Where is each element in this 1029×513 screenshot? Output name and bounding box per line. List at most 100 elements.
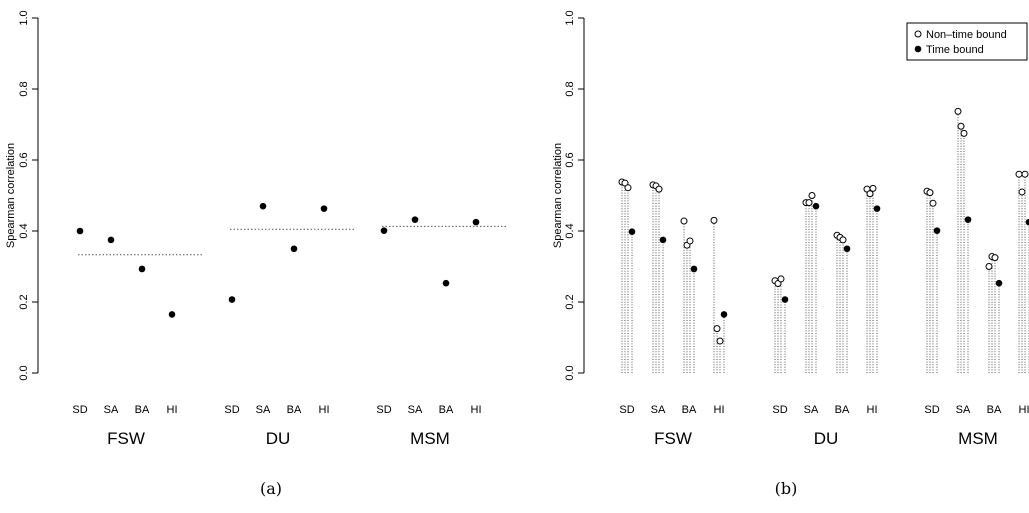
panel-a-y-tick-label: 0.6: [18, 152, 30, 167]
panel-a-point: [473, 219, 480, 226]
panel-a-group-label: FSW: [107, 429, 145, 448]
panel-b-point-time-bound: [660, 237, 667, 244]
panel-b-point-non-time-bound: [809, 193, 815, 199]
panel-b-point-non-time-bound: [1022, 171, 1028, 177]
panel-a-point: [412, 216, 419, 223]
panel-a-subgroup-label: BA: [135, 404, 150, 416]
panel-a-point: [321, 205, 328, 212]
panel-b-subgroup-label: BA: [682, 404, 697, 416]
panel-b-group-label: MSM: [958, 429, 998, 448]
panel-b-point-non-time-bound: [687, 238, 693, 244]
panel-b-point-time-bound: [691, 266, 698, 273]
panel-b-point-non-time-bound: [1019, 189, 1025, 195]
panel-b-y-axis-label: Spearman correlation: [552, 143, 564, 248]
panel-b-point-time-bound: [965, 216, 972, 223]
panel-b-point-time-bound: [629, 228, 636, 235]
panel-a-point: [108, 237, 115, 244]
panel-b-point-time-bound: [934, 227, 941, 234]
panel-b-y-tick-label: 0.8: [564, 81, 576, 96]
panel-a-subgroup-label: SA: [104, 404, 119, 416]
panel-b-point-non-time-bound: [930, 200, 936, 206]
panel-a-y-tick-label: 0.0: [18, 365, 30, 380]
panel-b-point-time-bound: [721, 311, 728, 318]
panel-a-y-tick-label: 1.0: [18, 10, 30, 25]
panel-a-y-tick-label: 0.2: [18, 294, 30, 309]
panel-b-subgroup-label: SD: [924, 404, 939, 416]
panel-b-y-tick-label: 0.0: [564, 365, 576, 380]
panel-b-subgroup-label: HI: [1019, 404, 1029, 416]
panel-b-subgroup-label: SD: [619, 404, 634, 416]
panel-a-subgroup-label: HI: [167, 404, 178, 416]
caption-b: (b): [775, 479, 798, 498]
panel-a-point: [443, 280, 450, 287]
legend-label-time-bound: Time bound: [926, 44, 984, 56]
panel-b-legend: Non–time bound Time bound: [907, 23, 1027, 60]
panel-b-group-label: DU: [814, 429, 839, 448]
panel-b-point-non-time-bound: [656, 186, 662, 192]
panel-a-subgroup-label: SD: [72, 404, 87, 416]
panel-a-subgroup-label: SA: [408, 404, 423, 416]
legend-marker-time-bound: [915, 46, 922, 53]
panel-a-point: [260, 203, 267, 210]
panel-b-subgroup-label: BA: [987, 404, 1002, 416]
panel-a-y-tick-label: 0.4: [18, 223, 30, 238]
panel-a-subgroup-label: BA: [439, 404, 454, 416]
legend-label-non-time-bound: Non–time bound: [926, 29, 1007, 41]
panel-a-point: [291, 245, 298, 252]
panel-b-point-non-time-bound: [625, 185, 631, 191]
panel-b-subgroup-label: HI: [714, 404, 725, 416]
panel-b: 0.0 0.2 0.4 0.6 0.8 1.0 Spearman correlation SD…: [552, 10, 1029, 448]
panel-a-point: [169, 311, 176, 318]
panel-b-subgroup-label: SA: [651, 404, 666, 416]
panel-a-group-label: MSM: [410, 429, 450, 448]
panel-b-point-time-bound: [844, 245, 851, 252]
panel-b-subgroup-label: SA: [804, 404, 819, 416]
panel-b-subgroup-label: SD: [772, 404, 787, 416]
panel-b-point-non-time-bound: [986, 264, 992, 270]
panel-b-point-non-time-bound: [840, 237, 846, 243]
panel-b-point-non-time-bound: [711, 217, 717, 223]
panel-a-subgroup-label: BA: [287, 404, 302, 416]
panel-a-point: [229, 296, 236, 303]
panel-b-y-tick-label: 0.6: [564, 152, 576, 167]
panel-a-subgroup-label: HI: [319, 404, 330, 416]
panel-b-point-non-time-bound: [717, 338, 723, 344]
panel-b-point-non-time-bound: [1016, 171, 1022, 177]
panel-a-y-tick-label: 0.8: [18, 81, 30, 96]
panel-a-subgroup-label: SD: [224, 404, 239, 416]
legend-marker-non-time-bound: [915, 31, 921, 37]
panel-a-y-axis-label: Spearman correlation: [5, 143, 17, 248]
panel-b-y-tick-label: 0.4: [564, 223, 576, 238]
panel-b-point-time-bound: [813, 203, 820, 210]
panel-b-y-tick-label: 0.2: [564, 294, 576, 309]
panel-b-point-time-bound: [996, 280, 1003, 287]
panel-a-subgroup-label: HI: [471, 404, 482, 416]
panel-a-subgroup-label: SA: [256, 404, 271, 416]
panel-b-group-label: FSW: [654, 429, 692, 448]
panel-a-point: [381, 227, 388, 234]
panel-b-point-non-time-bound: [714, 326, 720, 332]
panel-a-point: [139, 266, 146, 273]
panel-b-point-time-bound: [782, 296, 789, 303]
panel-b-point-non-time-bound: [870, 185, 876, 191]
panel-b-point-non-time-bound: [778, 276, 784, 282]
panel-b-y-tick-label: 1.0: [564, 10, 576, 25]
caption-a: (a): [260, 479, 282, 498]
panel-b-point-non-time-bound: [927, 190, 933, 196]
panel-a: 0.0 0.2 0.4 0.6 0.8 1.0 Spearman correlation SD…: [5, 10, 507, 448]
panel-b-point-non-time-bound: [955, 108, 961, 114]
panel-b-point-non-time-bound: [681, 218, 687, 224]
panel-b-subgroup-label: HI: [867, 404, 878, 416]
panel-b-point-non-time-bound: [806, 200, 812, 206]
panel-a-subgroup-label: SD: [376, 404, 391, 416]
panel-a-point: [77, 228, 84, 235]
panel-b-point-non-time-bound: [961, 130, 967, 136]
panel-a-group-label: DU: [266, 429, 291, 448]
panel-b-subgroup-label: BA: [835, 404, 850, 416]
panel-b-point-non-time-bound: [958, 123, 964, 129]
panel-b-point-time-bound: [874, 205, 881, 212]
panel-b-point-non-time-bound: [992, 255, 998, 261]
panel-b-subgroup-label: SA: [956, 404, 971, 416]
